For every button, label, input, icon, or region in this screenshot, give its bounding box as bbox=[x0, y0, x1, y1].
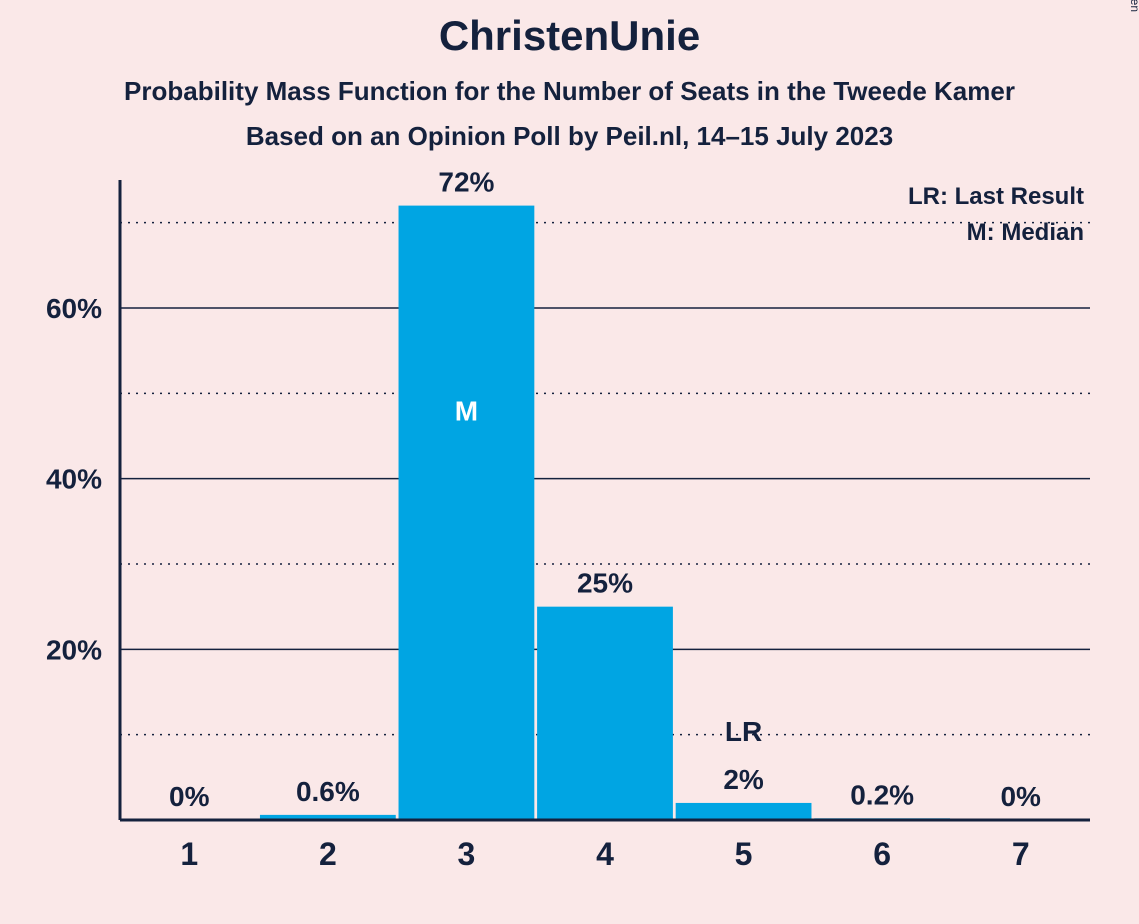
x-tick-label: 2 bbox=[319, 836, 337, 872]
y-tick-label: 40% bbox=[46, 464, 102, 495]
x-tick-label: 3 bbox=[458, 836, 476, 872]
x-tick-label: 5 bbox=[735, 836, 753, 872]
legend-m: M: Median bbox=[967, 219, 1084, 246]
chart-subtitle-2: Based on an Opinion Poll by Peil.nl, 14–… bbox=[246, 121, 893, 151]
bar bbox=[676, 803, 812, 820]
bar bbox=[537, 607, 673, 820]
bar-value-label: 25% bbox=[577, 568, 633, 599]
bar-value-label: 72% bbox=[438, 167, 494, 198]
bar-value-label: 2% bbox=[723, 764, 764, 795]
x-tick-label: 1 bbox=[180, 836, 198, 872]
bar-value-label: 0.6% bbox=[296, 776, 360, 807]
bar-value-label: 0.2% bbox=[850, 779, 914, 810]
chart-title: ChristenUnie bbox=[439, 12, 700, 59]
legend-lr: LR: Last Result bbox=[908, 183, 1084, 210]
last-result-annotation: LR bbox=[725, 716, 762, 747]
chart-container: ChristenUnie Probability Mass Function fo… bbox=[0, 0, 1139, 924]
bar-value-label: 0% bbox=[1000, 781, 1041, 812]
x-tick-label: 4 bbox=[596, 836, 614, 872]
x-tick-label: 7 bbox=[1012, 836, 1030, 872]
y-tick-label: 20% bbox=[46, 634, 102, 665]
bar bbox=[399, 206, 535, 820]
median-annotation: M bbox=[455, 396, 478, 427]
credit-text: © 2023 Filip van Laenen bbox=[1128, 0, 1139, 12]
chart-subtitle-1: Probability Mass Function for the Number… bbox=[124, 76, 1015, 106]
y-tick-label: 60% bbox=[46, 293, 102, 324]
x-tick-label: 6 bbox=[873, 836, 891, 872]
bar-value-label: 0% bbox=[169, 781, 210, 812]
